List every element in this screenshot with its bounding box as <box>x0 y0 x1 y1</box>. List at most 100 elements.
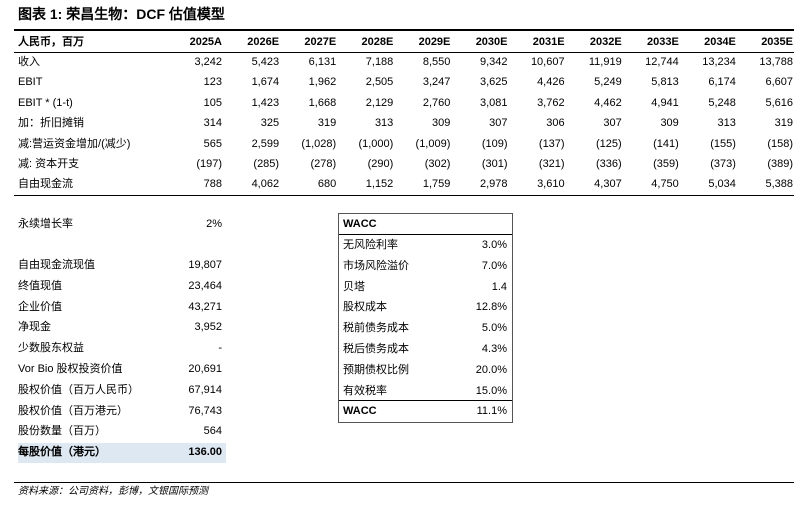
cell: 5,616 <box>765 96 793 109</box>
cell: 11,919 <box>588 56 622 68</box>
cell: 314 <box>203 117 222 130</box>
wacc-value: 15.0% <box>475 384 507 397</box>
cell: 3,625 <box>479 76 508 89</box>
valuation-label: Vor Bio 股权投资价值 <box>18 363 123 375</box>
wacc-value: 12.8% <box>475 301 507 314</box>
cell: (389) <box>767 158 793 170</box>
cell: 680 <box>317 178 337 191</box>
valuation-value: 76,743 <box>188 404 222 417</box>
row-label: EBIT <box>18 76 43 89</box>
wacc-value: 7.0% <box>481 259 507 272</box>
row-label: EBIT * (1-t) <box>18 96 73 109</box>
row-label: 减: 资本开支 <box>18 158 80 170</box>
wacc-value: 1.4 <box>491 280 507 293</box>
valuation-value: 20,691 <box>188 363 222 375</box>
cell: 9,342 <box>479 56 508 68</box>
cell: (109) <box>481 137 508 150</box>
cell: (1,009) <box>415 137 451 150</box>
column-header: 2035E <box>761 36 793 48</box>
cell: (1,000) <box>358 137 394 150</box>
column-header: 2028E <box>361 36 394 48</box>
cell: 4,462 <box>594 96 622 109</box>
valuation-value: 136.00 <box>188 446 222 459</box>
cell: 4,750 <box>651 178 679 191</box>
cell: 2,599 <box>251 137 280 150</box>
wacc-box <box>338 213 513 423</box>
column-header: 2025A <box>189 36 222 48</box>
wacc-value: 11.1% <box>476 405 507 418</box>
cell: 6,607 <box>765 76 793 89</box>
cell: 5,813 <box>651 76 679 89</box>
column-header: 2033E <box>646 36 679 48</box>
wacc-label: 无风险利率 <box>343 239 398 251</box>
cell: 10,607 <box>530 56 565 68</box>
cell: 325 <box>260 117 280 130</box>
cell: (302) <box>424 158 451 170</box>
cell: (373) <box>710 158 736 170</box>
valuation-label: 股权价值（百万人民币） <box>18 383 139 396</box>
cell: 788 <box>203 178 222 191</box>
cell: 4,941 <box>651 96 679 109</box>
valuation-value: 564 <box>203 425 222 438</box>
wacc-value: 20.0% <box>475 363 507 376</box>
column-header: 2027E <box>304 36 337 48</box>
valuation-label: 终值现值 <box>18 279 62 292</box>
column-header: 2031E <box>532 36 565 48</box>
cell: 319 <box>317 117 337 130</box>
cell: (1,028) <box>301 137 337 150</box>
cell: 307 <box>489 117 508 130</box>
wacc-label: 税前债务成本 <box>343 322 409 335</box>
wacc-title: WACC <box>343 218 377 230</box>
wacc-label: WACC <box>343 405 377 418</box>
valuation-label: 净现金 <box>18 321 51 334</box>
column-header: 2034E <box>704 36 736 48</box>
cell: 1,962 <box>308 76 337 89</box>
cell: 2,978 <box>479 178 508 191</box>
cell: 105 <box>203 96 222 109</box>
cell: 309 <box>432 117 451 130</box>
cell: (197) <box>196 158 222 170</box>
cell: 1,423 <box>251 96 280 109</box>
source: 资料来源：公司资料，彭博，文银国际预测 <box>18 486 208 497</box>
cell: 123 <box>203 76 222 89</box>
cell: 5,388 <box>765 178 793 191</box>
rule <box>14 482 794 483</box>
valuation-value: 67,914 <box>188 383 222 396</box>
row-label: 加：折旧摊销 <box>18 117 84 130</box>
cell: (278) <box>310 158 337 170</box>
cell: 12,744 <box>645 56 679 68</box>
valuation-label: 企业价值 <box>18 300 62 313</box>
cell: (158) <box>767 137 793 150</box>
cell: (137) <box>538 137 565 150</box>
cell: 2,760 <box>422 96 451 109</box>
wacc-value: 3.0% <box>481 239 507 251</box>
cell: 313 <box>717 117 736 130</box>
cell: 1,759 <box>422 178 451 191</box>
cell: 1,674 <box>251 76 280 89</box>
cell: 6,131 <box>308 56 337 68</box>
valuation-value: 43,271 <box>188 300 222 313</box>
cell: 306 <box>546 117 565 130</box>
wacc-label: 预期债权比例 <box>343 363 409 376</box>
column-header: 2030E <box>475 36 508 48</box>
rule <box>14 52 794 53</box>
cell: (141) <box>653 137 679 150</box>
cell: (155) <box>710 137 736 150</box>
cell: (125) <box>596 137 622 150</box>
cell: 3,242 <box>194 56 222 68</box>
rule <box>339 234 512 235</box>
valuation-value: 3,952 <box>194 321 222 334</box>
cell: 3,247 <box>422 76 451 89</box>
cell: 5,034 <box>708 178 736 191</box>
wacc-label: 股权成本 <box>343 301 387 314</box>
row-label: 减:营运资金增加/(减少) <box>18 137 131 150</box>
cell: 8,550 <box>422 56 451 68</box>
cell: 3,081 <box>479 96 508 109</box>
cell: (290) <box>367 158 394 170</box>
cell: 5,249 <box>594 76 622 89</box>
header-label: 人民币，百万 <box>18 36 84 48</box>
cell: 5,423 <box>251 56 280 68</box>
valuation-value: - <box>218 342 222 355</box>
valuation-value: 23,464 <box>188 279 222 292</box>
